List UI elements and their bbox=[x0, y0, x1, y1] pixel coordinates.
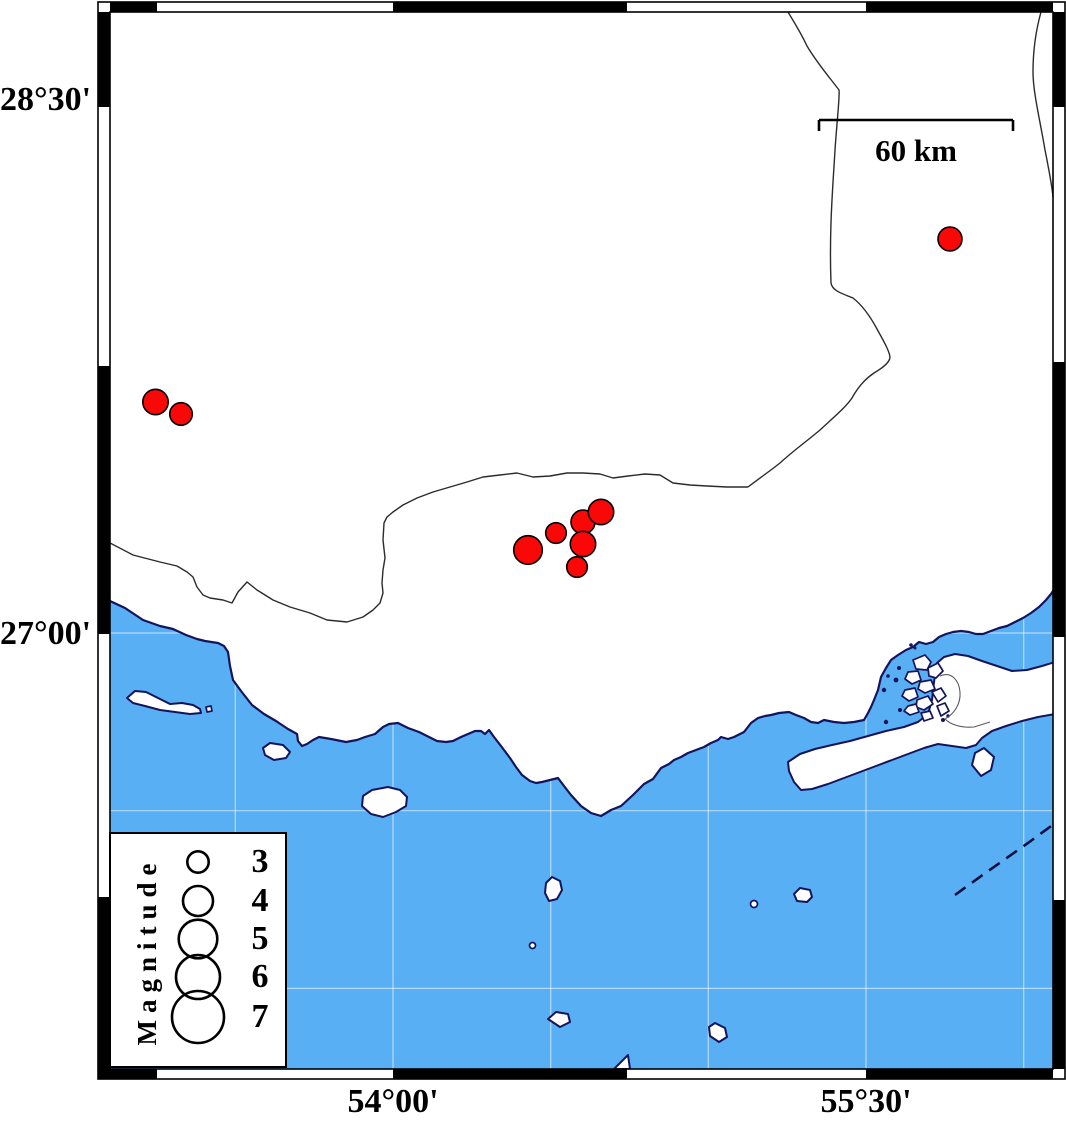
earthquake-marker bbox=[512, 534, 544, 566]
maritime-dashed-line bbox=[954, 823, 1053, 897]
legend-circle-7 bbox=[170, 989, 226, 1045]
sea-area bbox=[110, 591, 1053, 1069]
coastline bbox=[110, 589, 1053, 818]
island-teardrop bbox=[544, 876, 563, 902]
boundary-line-northeast bbox=[1032, 12, 1053, 198]
legend-circle-3 bbox=[186, 849, 211, 874]
island-small-1 bbox=[262, 742, 291, 761]
earthquake-marker bbox=[569, 530, 597, 558]
lat-label-bottom: 27°00' bbox=[0, 615, 92, 652]
legend-circle-4 bbox=[181, 884, 215, 918]
island-elongated bbox=[126, 690, 202, 715]
island-round bbox=[361, 786, 408, 818]
boundary-line-west bbox=[110, 472, 748, 623]
mangrove-islets bbox=[881, 643, 950, 725]
islet bbox=[749, 899, 759, 909]
island-small-2 bbox=[793, 887, 813, 903]
scale-bar-label: 60 km bbox=[875, 133, 957, 168]
hengam-island bbox=[971, 747, 995, 777]
graticule bbox=[110, 12, 1053, 1069]
map-frame bbox=[97, 1, 1066, 1080]
lat-label-top: 28°30' bbox=[0, 81, 92, 118]
legend-circle-5 bbox=[177, 918, 219, 960]
island-triangle bbox=[547, 1011, 571, 1028]
earthquake-marker bbox=[142, 388, 170, 416]
boundary-line-north bbox=[747, 12, 891, 488]
mangrove-contour bbox=[939, 674, 991, 728]
earthquake-marker bbox=[168, 401, 194, 427]
scale-bar bbox=[817, 118, 1015, 131]
legend-value-5: 5 bbox=[251, 920, 269, 957]
earthquake-markers bbox=[142, 226, 963, 579]
qeshm-island bbox=[787, 653, 1053, 791]
island-small-3 bbox=[708, 1022, 728, 1043]
earthquake-marker bbox=[587, 498, 615, 526]
island-bottom-edge bbox=[613, 1054, 631, 1069]
legend-value-3: 3 bbox=[251, 843, 269, 880]
earthquake-marker bbox=[937, 226, 963, 252]
islet bbox=[528, 941, 537, 950]
legend-value-6: 6 bbox=[251, 958, 269, 995]
legend-size-circles bbox=[170, 849, 226, 1045]
lon-label-left: 54°00' bbox=[347, 1083, 439, 1120]
magnitude-legend bbox=[109, 832, 287, 1068]
lon-label-right: 55°30' bbox=[820, 1083, 912, 1120]
earthquake-marker bbox=[565, 555, 589, 579]
legend-value-7: 7 bbox=[251, 998, 269, 1035]
legend-value-4: 4 bbox=[251, 882, 269, 919]
legend-title: Magnitude bbox=[132, 856, 162, 1046]
legend-circle-6 bbox=[174, 953, 222, 1001]
earthquake-marker bbox=[544, 521, 568, 545]
islet bbox=[205, 705, 213, 713]
